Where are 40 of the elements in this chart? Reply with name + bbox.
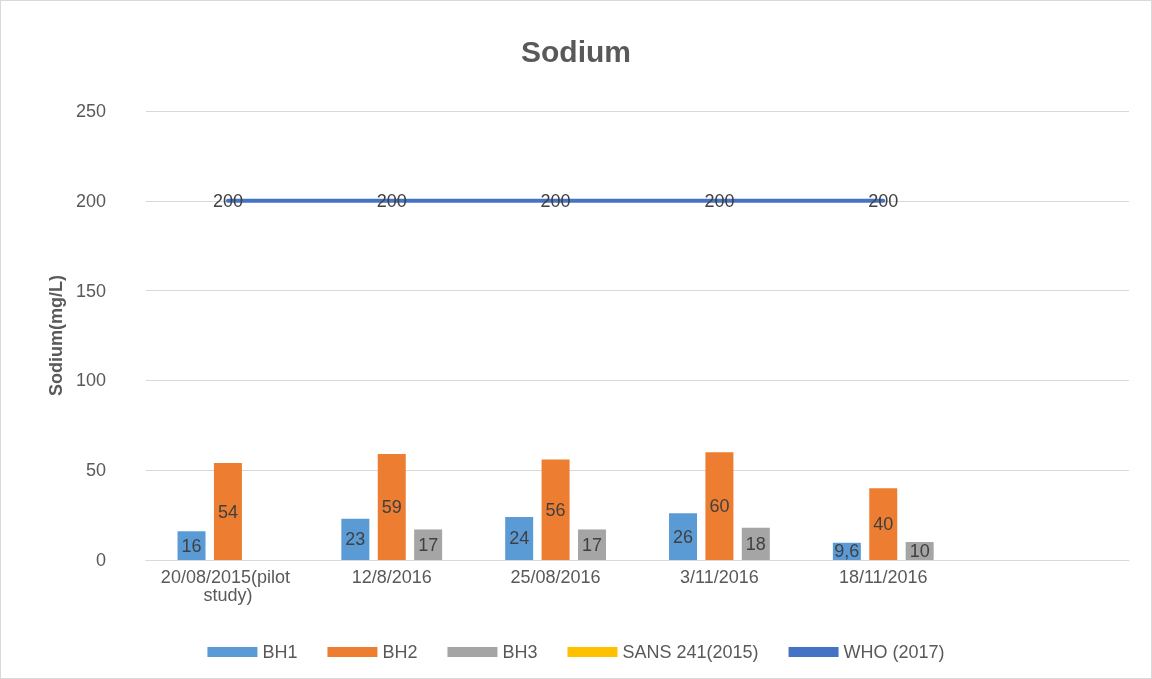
data-label: 16 [181, 535, 202, 556]
bar [705, 452, 734, 560]
bar [377, 454, 406, 560]
y-tick-label: 150 [75, 280, 106, 301]
bar [213, 463, 242, 560]
y-tick-label: 0 [95, 550, 106, 570]
data-label: 200 [868, 190, 899, 211]
legend-label: BH3 [502, 642, 538, 662]
data-label: 24 [509, 528, 530, 549]
data-label: 9,6 [834, 541, 860, 562]
data-label: 18 [745, 533, 766, 554]
data-label: 59 [381, 497, 402, 518]
data-label: 40 [873, 514, 894, 535]
data-label: 17 [418, 534, 439, 555]
x-tick-label: 25/08/2016 [510, 567, 601, 587]
legend-label: SANS 241(2015) [622, 642, 759, 662]
data-label: 10 [909, 541, 930, 562]
legend-label: WHO (2017) [843, 642, 945, 662]
y-tick-label: 100 [75, 370, 106, 391]
data-label: 200 [212, 190, 243, 211]
legend-label: BH1 [262, 642, 298, 662]
legend-label: BH2 [382, 642, 418, 662]
data-label: 26 [673, 526, 694, 547]
data-label: 23 [345, 529, 366, 550]
data-label: 60 [709, 496, 730, 517]
y-tick-label: 50 [85, 460, 106, 481]
bar [869, 488, 898, 560]
data-label: 17 [581, 534, 602, 555]
y-axis-title: Sodium(mg/L) [46, 275, 67, 396]
x-tick-label: 3/11/2016 [680, 567, 759, 587]
x-tick-label: 18/11/2016 [838, 567, 928, 587]
y-tick-label: 250 [75, 101, 106, 121]
bar [541, 459, 570, 560]
x-tick-label: 20/08/2015(pilot study) [160, 567, 295, 605]
bar [669, 513, 698, 560]
data-label: 56 [545, 499, 566, 520]
x-tick-label: 12/8/2016 [351, 567, 432, 587]
y-tick-label: 200 [75, 190, 106, 211]
data-label: 54 [217, 501, 238, 522]
chart-title: Sodium [521, 34, 631, 68]
